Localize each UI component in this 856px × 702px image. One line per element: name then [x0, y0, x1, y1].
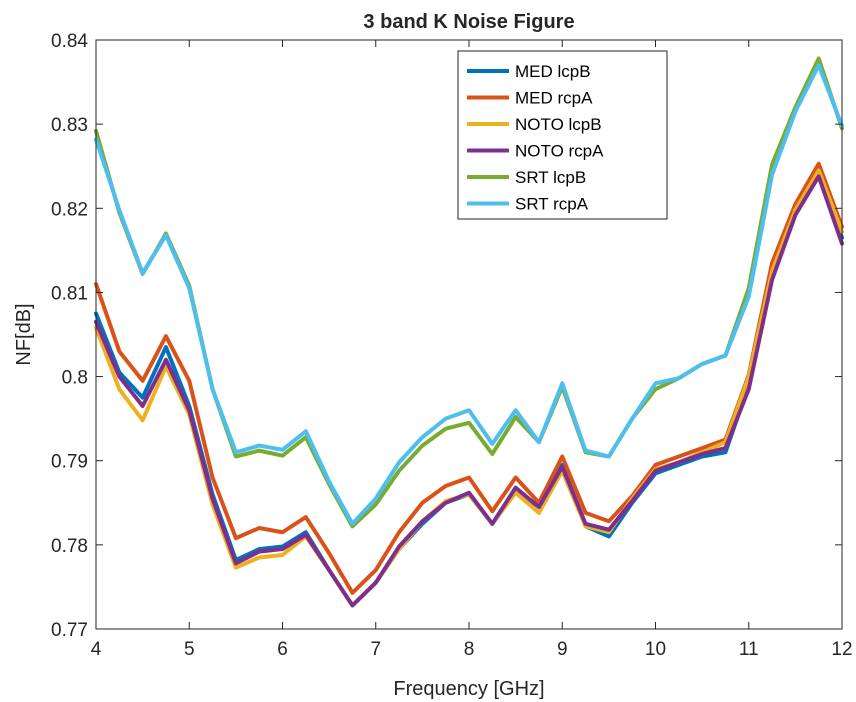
legend-label-3: NOTO rcpA: [515, 142, 604, 161]
legend-label-0: MED lcpB: [515, 62, 591, 81]
legend-label-5: SRT rcpA: [515, 195, 589, 214]
y-tick-label-1: 0.78: [51, 536, 88, 557]
y-tick-label-7: 0.84: [51, 31, 88, 52]
x-tick-label-8: 12: [831, 639, 852, 660]
series-line-3: [94, 174, 844, 608]
y-tick-label-0: 0.77: [51, 620, 88, 641]
legend: MED lcpB MED rcpA NOTO lcpB NOTO rcpA SRT lc…: [457, 50, 668, 220]
x-tick-label-3: 7: [370, 639, 381, 660]
y-axis-ticks: 0.77 0.78 0.79 0.8 0.81 0.82 0.83 0.84: [51, 31, 842, 641]
y-tick-label-5: 0.82: [51, 199, 88, 220]
x-tick-label-5: 9: [557, 639, 568, 660]
y-tick-label-3: 0.8: [62, 368, 88, 389]
x-tick-label-2: 6: [277, 639, 288, 660]
legend-label-4: SRT lcpB: [515, 168, 586, 187]
x-tick-label-6: 10: [645, 639, 666, 660]
x-tick-label-7: 11: [739, 639, 759, 660]
series-line-5: [94, 63, 844, 526]
legend-label-2: NOTO lcpB: [515, 115, 602, 134]
x-axis-ticks: 4 5 6 7 8 9 10 11 12: [91, 40, 853, 660]
series-line-1: [94, 161, 844, 595]
y-tick-label-2: 0.79: [51, 452, 88, 473]
y-axis-label: NF[dB]: [13, 303, 35, 365]
x-tick-label-0: 4: [91, 639, 102, 660]
y-tick-label-4: 0.81: [51, 283, 88, 304]
y-tick-label-6: 0.83: [51, 115, 88, 136]
legend-box: [457, 50, 668, 220]
x-axis-label: Frequency [GHz]: [393, 678, 544, 700]
legend-label-1: MED rcpA: [515, 89, 593, 108]
x-tick-label-4: 8: [464, 639, 475, 660]
x-tick-label-1: 5: [184, 639, 195, 660]
series-layer: [94, 56, 844, 608]
chart-title: 3 band K Noise Figure: [363, 11, 574, 33]
